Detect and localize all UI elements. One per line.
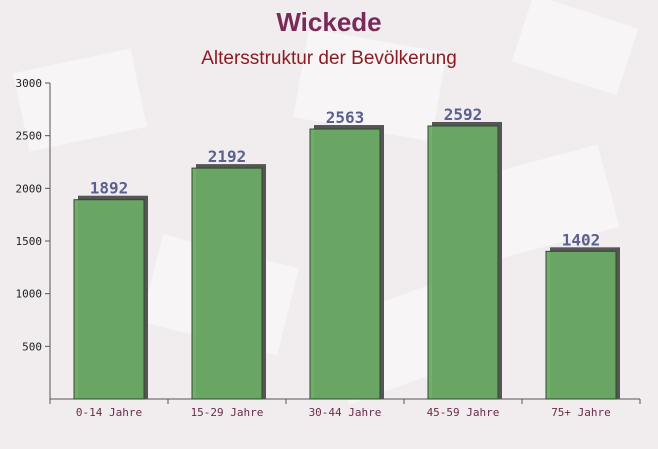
y-tick-label: 1500 [16,235,43,248]
y-tick-label: 500 [22,340,42,353]
y-tick-label: 2500 [16,130,43,143]
value-label: 1402 [562,230,601,249]
bar [427,125,499,400]
y-tick-label: 2000 [16,182,43,195]
bar [545,250,617,400]
x-tick-label: 0-14 Jahre [76,406,142,419]
chart-title: Wickede [276,7,381,37]
value-label: 2592 [444,105,483,124]
x-tick-label: 15-29 Jahre [191,406,264,419]
chart-subtitle: Altersstruktur der Bevölkerung [201,48,457,69]
y-tick-label: 3000 [16,77,43,90]
x-tick-label: 75+ Jahre [551,406,611,419]
bar [191,167,263,400]
x-tick-label: 30-44 Jahre [309,406,382,419]
value-label: 2563 [326,108,365,127]
y-tick-label: 1000 [16,288,43,301]
value-label: 2192 [208,147,247,166]
x-tick-label: 45-59 Jahre [427,406,500,419]
value-label: 1892 [90,179,129,198]
bar [309,128,381,400]
bar [73,199,145,400]
